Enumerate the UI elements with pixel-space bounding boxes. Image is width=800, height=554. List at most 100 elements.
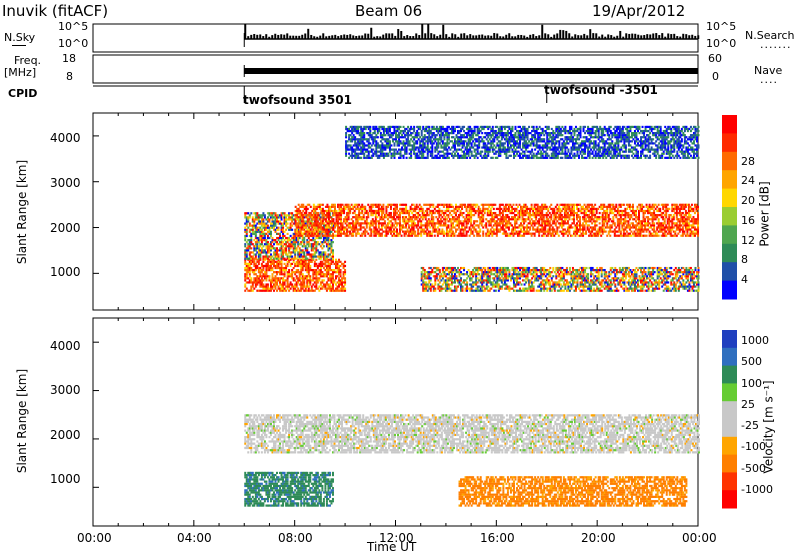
nsky-trace-bar xyxy=(316,36,319,39)
power-cell xyxy=(344,289,347,292)
power-cell xyxy=(329,220,332,223)
power-cell xyxy=(491,266,494,270)
power-cell xyxy=(482,279,485,282)
power-cell xyxy=(342,262,345,266)
power-cell xyxy=(274,222,277,225)
power-cell xyxy=(467,211,470,215)
power-cell xyxy=(479,218,482,221)
power-cell xyxy=(638,216,641,219)
power-cell xyxy=(414,234,417,237)
power-cell xyxy=(283,268,286,272)
power-cell xyxy=(310,268,313,272)
power-cell xyxy=(356,232,359,235)
power-cell xyxy=(244,260,247,263)
power-cell xyxy=(291,245,294,248)
power-cell xyxy=(256,289,259,292)
power-cell xyxy=(296,222,299,225)
nsky-trace-bar xyxy=(544,33,547,39)
power-cell xyxy=(678,220,681,223)
power-cell xyxy=(322,212,325,215)
power-cell xyxy=(340,203,343,206)
power-cell xyxy=(544,207,547,211)
power-cell xyxy=(482,209,485,213)
power-cell xyxy=(323,209,326,213)
power-cell xyxy=(294,249,297,252)
power-cell xyxy=(432,216,435,219)
power-cell xyxy=(565,222,568,225)
power-cell xyxy=(380,234,383,237)
power-cell xyxy=(292,257,295,260)
power-cell xyxy=(583,224,586,227)
power-cell xyxy=(344,283,347,286)
power-cell xyxy=(430,214,433,217)
power-cell xyxy=(604,226,607,229)
power-cell xyxy=(482,203,485,206)
power-cell xyxy=(450,218,453,221)
power-cell xyxy=(453,289,456,292)
power-cell xyxy=(539,211,542,215)
power-cell xyxy=(539,205,542,208)
nsky-trace-bar xyxy=(367,33,370,39)
power-cell xyxy=(642,218,645,221)
power-cell xyxy=(316,264,319,268)
power-cell xyxy=(318,232,321,236)
power-cell xyxy=(353,222,356,225)
power-cell xyxy=(609,211,612,215)
power-cell xyxy=(307,241,310,244)
power-cell xyxy=(666,220,669,223)
power-cell xyxy=(344,205,347,208)
power-cell xyxy=(313,253,316,256)
power-cell xyxy=(444,220,447,223)
power-cell xyxy=(266,266,269,270)
power-cell xyxy=(414,209,417,213)
power-cell xyxy=(344,203,347,206)
power-cell xyxy=(361,218,364,221)
power-cell xyxy=(600,216,603,219)
power-cell xyxy=(470,220,473,223)
power-cell xyxy=(266,241,269,244)
power-cell xyxy=(342,287,345,290)
power-cell xyxy=(373,222,376,225)
power-cell xyxy=(461,214,464,217)
power-cell xyxy=(436,203,439,206)
power-cell xyxy=(304,247,307,250)
power-cell xyxy=(256,279,259,282)
power-cell xyxy=(479,220,482,223)
power-cell xyxy=(560,224,563,227)
power-cell xyxy=(569,203,572,206)
power-cell xyxy=(439,209,442,213)
power-cell xyxy=(580,234,583,237)
power-cell xyxy=(333,268,336,272)
power-cell xyxy=(582,230,585,233)
power-cell xyxy=(394,218,397,221)
power-cell xyxy=(327,241,330,244)
power-cell xyxy=(448,234,451,237)
power-cell xyxy=(689,224,692,227)
power-cell xyxy=(414,224,417,227)
power-cell xyxy=(524,205,527,208)
power-cell xyxy=(288,271,291,274)
power-cell xyxy=(557,209,560,213)
power-cell xyxy=(536,214,539,217)
power-cell xyxy=(693,218,696,221)
power-cell xyxy=(314,218,317,221)
power-cell xyxy=(268,214,271,217)
power-cell xyxy=(418,214,421,217)
power-cell xyxy=(417,234,420,237)
power-cell xyxy=(597,232,600,235)
power-cell xyxy=(469,277,472,280)
power-cell xyxy=(409,228,412,231)
power-cell xyxy=(262,222,265,225)
power-cell xyxy=(262,289,265,292)
power-cell xyxy=(276,264,279,268)
power-cell xyxy=(424,203,427,206)
power-cell xyxy=(453,216,456,219)
power-cell xyxy=(330,220,333,223)
power-cell xyxy=(470,279,473,282)
power-cell xyxy=(244,255,247,258)
power-cell xyxy=(272,251,275,254)
power-cell xyxy=(536,211,539,215)
power-cell xyxy=(248,224,251,227)
power-cell xyxy=(331,236,334,240)
power-cell xyxy=(453,281,456,284)
